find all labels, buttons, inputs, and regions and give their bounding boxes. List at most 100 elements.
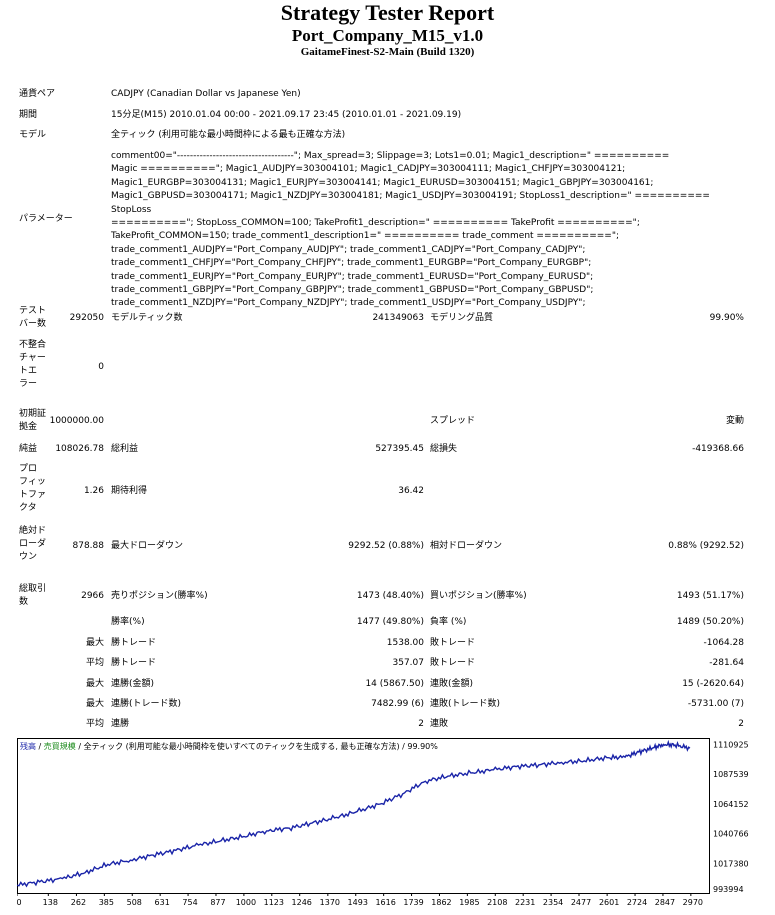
- max-label-3: 最大: [85, 699, 104, 709]
- pf-label-1: プロ: [19, 464, 38, 474]
- x-tick-label: 138: [43, 898, 58, 907]
- abs-dd-label-1: 絶対ド: [19, 526, 47, 536]
- report-title: Strategy Tester Report: [280, 0, 495, 25]
- abs-dd-label-2: ローダ: [19, 539, 47, 549]
- spread-value: 変動: [725, 416, 744, 426]
- gross-profit-value: 527395.45: [375, 444, 424, 454]
- total-label-2: 数: [19, 597, 29, 607]
- avg-cons-losses-label: 連敗: [430, 719, 449, 729]
- avg-label-2: 平均: [85, 719, 104, 729]
- x-tick-label: 1739: [403, 898, 423, 907]
- short-value: 1473 (48.40%): [356, 591, 424, 601]
- max-label-1: 最大: [85, 638, 104, 648]
- x-tick-label: 0: [17, 898, 22, 907]
- cons-loss-label: 連敗(トレード数): [430, 699, 501, 709]
- net-value: 108026.78: [55, 444, 104, 454]
- pair-label: 通貨ペア: [19, 89, 56, 99]
- largest-win-value: 1538.00: [386, 638, 424, 648]
- long-value: 1493 (51.17%): [676, 591, 744, 601]
- avg-win-label: 勝トレード: [111, 658, 157, 668]
- cons-profit-label: 連勝(トレード数): [111, 699, 182, 709]
- x-tick-label: 262: [71, 898, 86, 907]
- period-value: 15分足(M15) 2010.01.04 00:00 - 2021.09.17 …: [111, 110, 462, 120]
- model-label: モデル: [19, 130, 47, 140]
- short-label: 売りポジション(勝率%): [111, 591, 208, 601]
- loss-value: 1489 (50.20%): [676, 617, 744, 627]
- mismatch-label-3: トエ: [19, 366, 38, 376]
- pair-value: CADJPY (Canadian Dollar vs Japanese Yen): [111, 89, 301, 99]
- legend-sep-1: /: [36, 742, 44, 751]
- rel-dd-label: 相対ドローダウン: [430, 541, 503, 551]
- gross-loss-label: 総損失: [430, 444, 458, 454]
- ea-name: Port_Company_M15_v1.0: [291, 26, 484, 45]
- model-value: 全ティック (利用可能な最小時間枠による最も正確な方法): [111, 130, 346, 140]
- x-tick-label: 385: [99, 898, 114, 907]
- pf-label-3: トファ: [19, 490, 47, 500]
- mismatch-label-1: 不整合: [19, 340, 47, 350]
- win-label: 勝率(%): [111, 617, 145, 627]
- cons-profit-value: 7482.99 (6): [371, 699, 424, 709]
- total-value: 2966: [81, 591, 104, 601]
- bars-value: 292050: [69, 313, 104, 323]
- cons-wins-value: 14 (5867.50): [365, 679, 424, 689]
- x-tick-label: 631: [155, 898, 170, 907]
- gross-loss-value: -419368.66: [692, 444, 744, 454]
- x-tick-label: 2724: [627, 898, 647, 907]
- params-label: パラメーター: [19, 214, 73, 224]
- ticks-value: 241349063: [372, 313, 424, 323]
- y-tick-label: 1017380: [713, 859, 749, 868]
- x-tick-label: 1246: [292, 898, 312, 907]
- x-tick-label: 1000: [236, 898, 256, 907]
- quality-value: 99.90%: [709, 313, 744, 323]
- expected-label: 期待利得: [111, 486, 148, 496]
- avg-cons-wins-label: 連勝: [111, 719, 130, 729]
- x-tick-label: 1862: [431, 898, 451, 907]
- total-label-1: 総取引: [19, 584, 47, 594]
- mismatch-label-2: チャー: [19, 353, 46, 363]
- pf-label-2: フィッ: [19, 477, 46, 487]
- x-tick-label: 2108: [487, 898, 507, 907]
- gross-profit-label: 総利益: [111, 444, 139, 454]
- params-value: comment00="-----------------------------…: [111, 151, 710, 309]
- rel-dd-value: 0.88% (9292.52): [668, 541, 744, 551]
- pf-value: 1.26: [83, 486, 104, 496]
- loss-label: 負率 (%): [430, 617, 467, 627]
- cons-losses-label: 連敗(金額): [430, 679, 474, 689]
- largest-loss-label: 敗トレード: [430, 638, 476, 648]
- x-tick-label: 2231: [515, 898, 535, 907]
- y-tick-label: 1110925: [713, 740, 749, 749]
- expected-value: 36.42: [398, 486, 424, 496]
- win-value: 1477 (49.80%): [356, 617, 424, 627]
- x-tick-label: 1616: [375, 898, 395, 907]
- legend-model: 全ティック (利用可能な最小時間枠を使いすべてのティックを生成する, 最も正確な…: [83, 742, 438, 751]
- x-tick-label: 754: [182, 898, 197, 907]
- avg-label-1: 平均: [85, 658, 104, 668]
- server-name: GaitameFinest-S2-Main (Build 1320): [300, 46, 475, 58]
- x-tick-label: 2970: [683, 898, 703, 907]
- x-tick-label: 1370: [320, 898, 340, 907]
- deposit-value: 1000000.00: [49, 416, 104, 426]
- x-tick-label: 877: [210, 898, 225, 907]
- deposit-label-1: 初期証: [19, 409, 47, 419]
- y-tick-label: 1064152: [713, 800, 749, 809]
- abs-dd-value: 878.88: [72, 541, 105, 551]
- avg-loss-label: 敗トレード: [430, 658, 476, 668]
- long-label: 買いポジション(勝率%): [430, 591, 527, 601]
- cons-losses-value: 15 (-2620.64): [682, 679, 744, 689]
- x-tick-label: 508: [127, 898, 142, 907]
- balance-series-line: [17, 739, 691, 888]
- x-tick-label: 1985: [459, 898, 479, 907]
- y-tick-label: 1040766: [713, 830, 749, 839]
- chart-frame: [17, 738, 710, 894]
- bars-label-1: テスト: [19, 306, 47, 316]
- x-tick-label: 2847: [655, 898, 675, 907]
- ticks-label: モデルティック数: [111, 313, 183, 323]
- largest-loss-value: -1064.28: [703, 638, 744, 648]
- y-tick-label: 993994: [713, 885, 744, 894]
- deposit-label-2: 拠金: [19, 422, 38, 432]
- legend-volume: 売買規模: [43, 742, 76, 751]
- x-tick-label: 2601: [599, 898, 619, 907]
- x-tick-label: 1123: [264, 898, 284, 907]
- mismatch-value: 0: [98, 362, 104, 372]
- max-dd-label: 最大ドローダウン: [111, 541, 184, 551]
